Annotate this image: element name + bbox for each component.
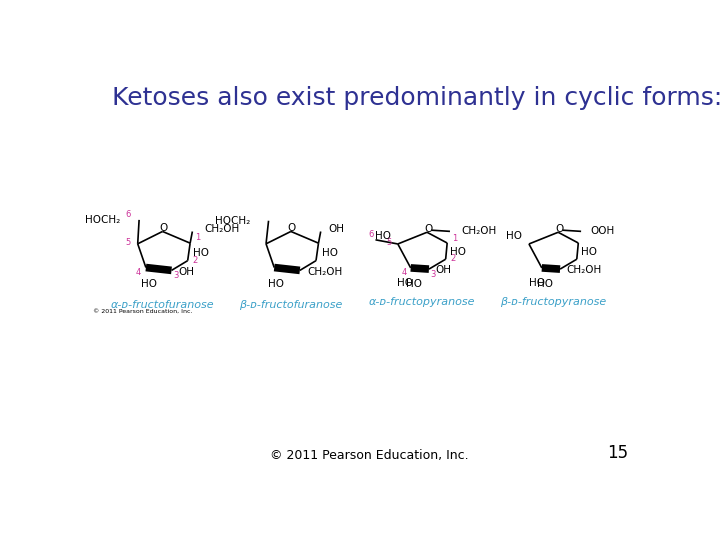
Text: O: O (160, 222, 168, 233)
Text: OH: OH (436, 265, 451, 275)
Text: HOCH₂: HOCH₂ (86, 215, 121, 225)
Text: CH₂OH: CH₂OH (567, 265, 602, 275)
Text: HO: HO (529, 278, 545, 288)
Text: HO: HO (537, 279, 553, 289)
Text: HO: HO (141, 279, 157, 289)
Text: 1: 1 (452, 233, 457, 242)
Text: 4: 4 (136, 268, 141, 278)
Text: O: O (424, 224, 432, 233)
Text: 2: 2 (450, 254, 456, 263)
Text: 5: 5 (125, 238, 131, 247)
Text: O: O (288, 222, 296, 233)
Text: HO: HO (581, 247, 598, 256)
Text: HO: HO (193, 248, 210, 258)
Text: 6: 6 (369, 231, 374, 239)
Text: © 2011 Pearson Education, Inc.: © 2011 Pearson Education, Inc. (270, 449, 468, 462)
Text: HO: HO (375, 231, 391, 241)
Text: OH: OH (179, 267, 195, 276)
Text: 5: 5 (386, 238, 392, 247)
Text: 3: 3 (174, 271, 179, 280)
Text: HO: HO (506, 231, 522, 241)
Text: 4: 4 (401, 268, 407, 278)
Text: CH₂OH: CH₂OH (307, 267, 342, 276)
Text: HO: HO (322, 248, 338, 258)
Text: HO: HO (405, 279, 422, 289)
Text: 1: 1 (195, 233, 200, 242)
Text: O: O (555, 224, 563, 233)
Text: HOCH₂: HOCH₂ (215, 215, 251, 226)
Text: HO: HO (450, 247, 466, 256)
Text: © 2011 Pearson Education, Inc.: © 2011 Pearson Education, Inc. (93, 309, 192, 314)
Text: α-ᴅ-fructofuranose: α-ᴅ-fructofuranose (111, 300, 215, 310)
Text: CH₂OH: CH₂OH (204, 225, 240, 234)
Text: Ketoses also exist predominantly in cyclic forms:: Ketoses also exist predominantly in cycl… (112, 85, 720, 110)
Text: α-ᴅ-fructopyranose: α-ᴅ-fructopyranose (369, 297, 475, 307)
Text: 3: 3 (431, 269, 436, 279)
Text: HO: HO (397, 278, 413, 288)
Text: β-ᴅ-fructofuranose: β-ᴅ-fructofuranose (239, 300, 343, 310)
Text: 6: 6 (125, 210, 130, 219)
Text: HO: HO (269, 279, 284, 289)
Text: 15: 15 (608, 444, 629, 462)
Text: β-ᴅ-fructopyranose: β-ᴅ-fructopyranose (500, 297, 606, 307)
Text: 2: 2 (193, 256, 198, 265)
Text: CH₂OH: CH₂OH (461, 226, 496, 235)
Text: OH: OH (328, 225, 344, 234)
Text: OOH: OOH (590, 226, 614, 235)
